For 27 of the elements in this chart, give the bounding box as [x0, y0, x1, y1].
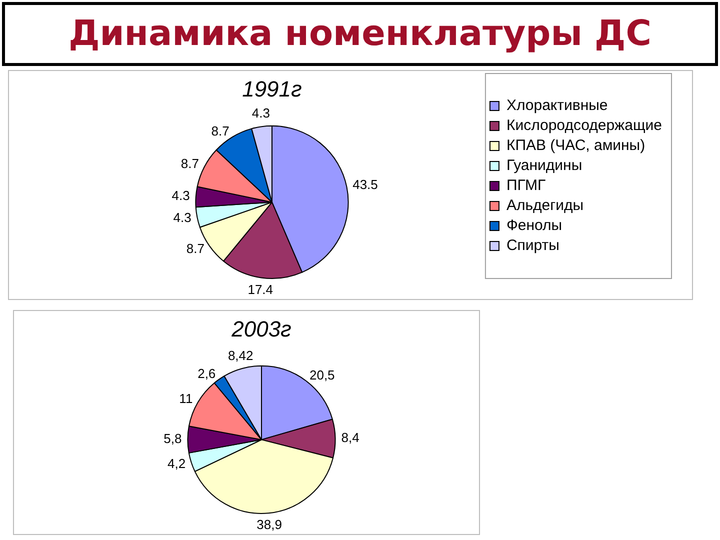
- data-label: 8,4: [341, 430, 360, 445]
- legend-label: Альдегиды: [506, 197, 584, 214]
- legend-label: Хлорактивные: [506, 97, 608, 114]
- legend-label: ПГМГ: [506, 177, 546, 194]
- text: Динамика номенклатуры ДС: [68, 14, 652, 54]
- data-label: 2,6: [198, 366, 216, 381]
- data-label: 8.7: [186, 240, 204, 256]
- chart-title: 2003г: [230, 316, 292, 342]
- chart-title: 1991г: [242, 76, 302, 102]
- legend-label: Кислородсодержащие: [506, 117, 662, 134]
- data-label: 8.7: [211, 123, 230, 138]
- legend-label: Гуанидины: [506, 157, 582, 174]
- legend-label: КПАВ (ЧАС, амины): [506, 137, 646, 154]
- data-label: 8,42: [228, 348, 254, 363]
- data-label: 4.3: [173, 210, 192, 226]
- data-label: 38,9: [256, 517, 282, 532]
- data-label: 8.7: [180, 156, 199, 171]
- data-label: 4.3: [252, 106, 270, 121]
- data-label: 4,2: [167, 456, 186, 471]
- data-label: 17.4: [248, 282, 274, 297]
- legend-label: Спирты: [506, 237, 560, 254]
- data-label: 5,8: [164, 431, 182, 446]
- data-label: 11: [179, 390, 193, 406]
- data-label: 43.5: [352, 177, 378, 192]
- data-label: 20,5: [309, 368, 335, 383]
- legend-label: Фенолы: [506, 217, 562, 234]
- data-label: 4.3: [172, 188, 190, 203]
